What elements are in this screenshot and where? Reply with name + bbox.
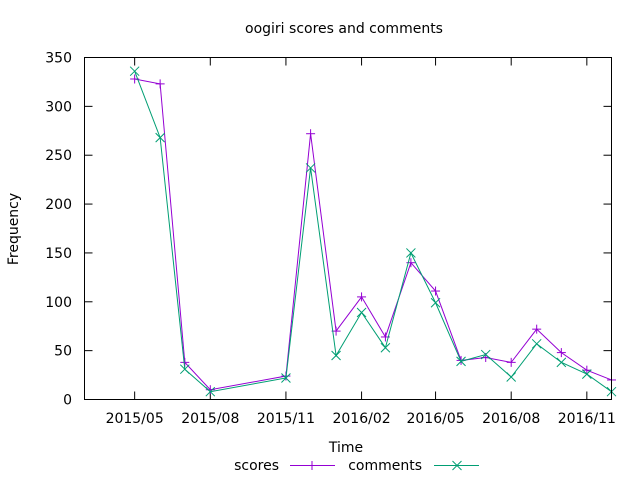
legend-marker-scores (307, 461, 317, 470)
scores-line (134, 78, 612, 391)
comments-point (456, 356, 466, 367)
comments-point (356, 307, 367, 318)
comments-point (305, 163, 316, 173)
comments-point (205, 386, 216, 397)
x-tick-label: 2016/02 (332, 411, 390, 427)
y-tick-label: 150 (45, 246, 72, 262)
x-tick-label: 2016/11 (558, 411, 616, 427)
comments-point (406, 248, 416, 258)
scores-point (431, 286, 441, 296)
comments-point (129, 66, 140, 77)
scores-point (205, 385, 215, 395)
scores-point (306, 129, 316, 139)
scores-point (532, 324, 542, 334)
x-tick-label: 2016/08 (482, 411, 540, 427)
y-tick-label: 300 (45, 99, 72, 115)
comments-line (134, 71, 612, 393)
scores-point (582, 365, 592, 375)
y-tick-label: 350 (45, 51, 72, 67)
y-tick-label: 0 (63, 393, 72, 409)
x-tick-label: 2015/05 (106, 411, 164, 427)
comments-point (281, 373, 291, 383)
legend-label-scores: scores (234, 458, 279, 474)
legend: scores comments (234, 458, 479, 474)
comments-point (480, 349, 491, 360)
comments-point (430, 297, 441, 308)
y-axis-label: Frequency (6, 193, 22, 265)
x-tick-label: 2015/08 (181, 411, 239, 427)
x-tick-label: 2015/11 (257, 411, 315, 427)
series-layer (129, 66, 617, 397)
legend-marker-comments (452, 460, 462, 471)
comments-point (531, 338, 542, 349)
plot-frame (84, 57, 612, 400)
scores-point (155, 79, 165, 89)
scores-point (357, 292, 367, 302)
comments-point (331, 350, 341, 361)
x-axis-label: Time (328, 440, 363, 456)
x-tick-label: 2016/05 (406, 411, 464, 427)
y-tick-label: 250 (45, 148, 72, 164)
comments-point (179, 364, 190, 375)
chart-title: oogiri scores and comments (245, 21, 443, 37)
scores-point (556, 348, 566, 358)
axis-ticks: 0 50 100 150 200 250 300 350 2015/05 2015/08 2015/… (45, 51, 616, 428)
comments-point (506, 372, 517, 382)
y-tick-label: 50 (54, 344, 72, 360)
scores-point (506, 357, 516, 367)
y-tick-label: 200 (45, 197, 72, 213)
legend-label-comments: comments (348, 458, 422, 474)
y-tick-label: 100 (45, 295, 72, 311)
comments-point (155, 132, 165, 143)
comments-point (380, 342, 391, 353)
comments-point (581, 369, 592, 379)
comments-point (556, 357, 567, 368)
